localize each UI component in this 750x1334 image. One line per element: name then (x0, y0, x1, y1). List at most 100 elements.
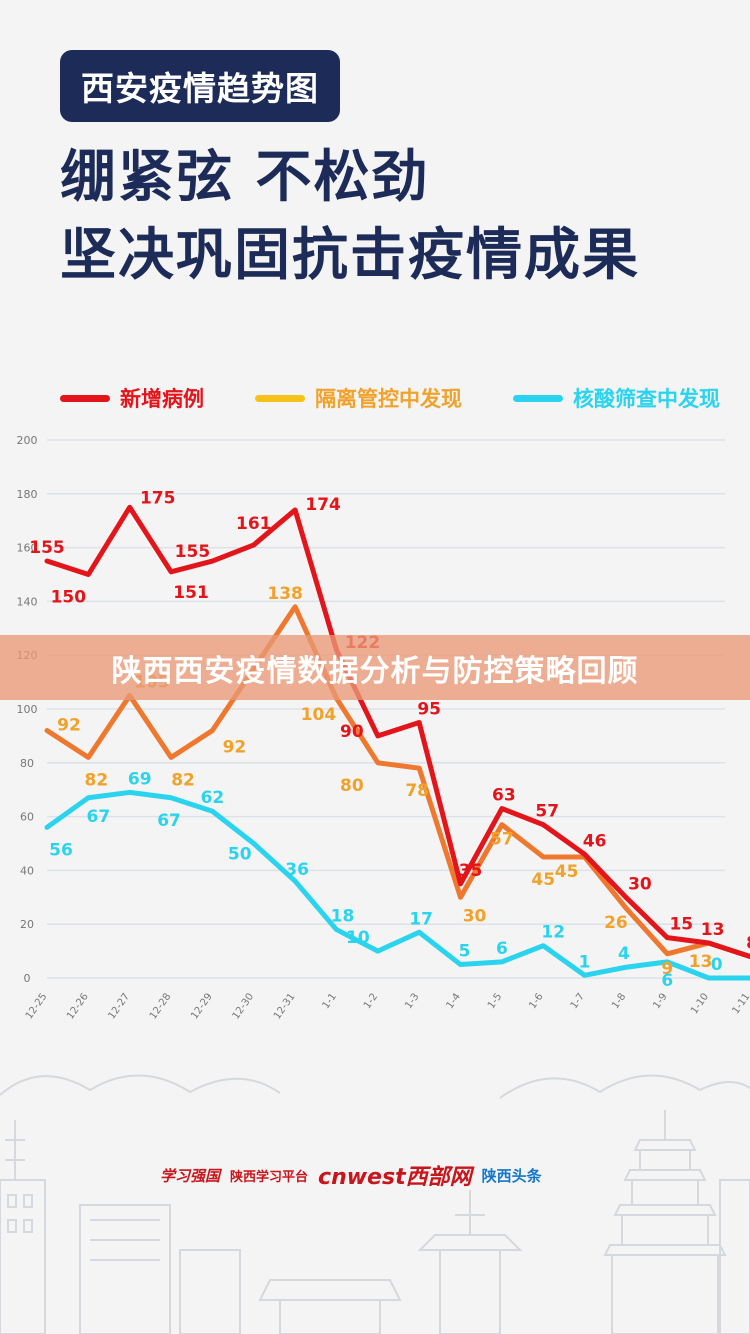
data-label: 67 (87, 807, 111, 827)
overlay-banner: 陕西西安疫情数据分析与防控策略回顾 (0, 635, 750, 700)
data-label: 63 (492, 786, 516, 806)
data-label: 46 (583, 831, 607, 851)
data-label: 56 (49, 840, 73, 860)
y-tick-label: 40 (20, 864, 34, 877)
x-tick-label: 1-7 (569, 991, 587, 1011)
data-label: 4 (618, 944, 630, 964)
data-label: 90 (340, 722, 364, 742)
chart-legend: 新增病例 隔离管控中发现 核酸筛查中发现 (60, 380, 720, 416)
x-tick-label: 1-4 (445, 991, 463, 1011)
data-label: 45 (555, 862, 579, 882)
data-label: 67 (157, 811, 181, 831)
legend-swatch-new-cases (60, 394, 110, 402)
legend-swatch-quarantine (255, 394, 305, 402)
y-tick-label: 100 (17, 703, 38, 716)
y-tick-label: 180 (17, 488, 38, 501)
y-tick-label: 200 (17, 434, 38, 447)
series-line-0 (44, 504, 750, 959)
legend-item-quarantine: 隔离管控中发现 (255, 383, 462, 413)
data-label: 8 (746, 933, 750, 953)
x-tick-label: 1-9 (651, 991, 669, 1011)
y-tick-label: 60 (20, 811, 34, 824)
data-label: 1 (579, 952, 591, 972)
data-label: 36 (285, 860, 309, 880)
data-label: 78 (405, 781, 429, 801)
source-xuexi-qiangguo: 学习强国 (160, 1166, 221, 1185)
x-tick-label: 12-29 (189, 991, 215, 1021)
data-label: 138 (267, 584, 303, 604)
data-label: 6 (661, 971, 673, 991)
data-label: 174 (305, 495, 341, 515)
x-tick-label: 1-6 (527, 991, 545, 1011)
data-label: 69 (128, 769, 152, 789)
data-label: 10 (346, 928, 370, 948)
data-label: 57 (535, 802, 559, 822)
data-label: 155 (29, 538, 65, 558)
y-tick-label: 20 (20, 918, 34, 931)
data-label: 92 (223, 738, 247, 758)
legend-item-new-cases: 新增病例 (60, 383, 204, 413)
data-label: 26 (604, 913, 628, 933)
data-label: 9 (661, 959, 673, 979)
data-label: 15 (669, 915, 693, 935)
x-tick-label: 1-8 (610, 991, 628, 1011)
title-badge: 西安疫情趋势图 (60, 50, 340, 122)
data-label: 35 (459, 861, 483, 881)
data-label: 92 (57, 716, 81, 736)
data-label: 18 (331, 907, 355, 927)
data-label: 161 (236, 514, 272, 534)
data-label: 57 (490, 830, 514, 850)
headline-line-1: 绷紧弦 不松劲 (60, 145, 430, 210)
x-tick-label: 1-10 (689, 991, 711, 1016)
x-tick-label: 1-1 (321, 991, 339, 1011)
series-line-2 (44, 789, 750, 981)
data-label: 5 (459, 942, 471, 962)
data-label: 45 (531, 870, 555, 890)
legend-swatch-screening (513, 394, 563, 402)
x-tick-label: 12-26 (65, 991, 91, 1021)
headline-line-2: 坚决巩固抗击疫情成果 (60, 223, 640, 288)
x-tick-label: 12-25 (24, 991, 50, 1021)
x-tick-label: 12-27 (106, 991, 132, 1021)
source-shaanxi-toutiao: 陕西头条 (481, 1166, 542, 1185)
x-tick-label: 12-28 (148, 991, 174, 1021)
data-label: 95 (417, 699, 441, 719)
data-label: 50 (228, 845, 252, 865)
data-label: 62 (201, 788, 225, 808)
x-tick-label: 1-2 (362, 991, 380, 1011)
media-sources: 学习强国 陕西学习平台 cnwest西部网 陕西头条 (160, 1160, 590, 1190)
trend-line-chart: 02040608010012014016018020012-2512-2612-… (17, 434, 750, 1022)
source-shaanxi-study-platform: 陕西学习平台 (230, 1169, 309, 1185)
x-tick-label: 1-3 (403, 991, 421, 1011)
data-label: 0 (711, 955, 723, 975)
data-label: 17 (409, 909, 433, 929)
data-label: 175 (140, 488, 176, 508)
legend-label-quarantine: 隔离管控中发现 (315, 387, 462, 411)
data-label: 82 (171, 770, 195, 790)
data-label: 82 (85, 770, 109, 790)
xian-skyline-illustration (0, 1074, 750, 1334)
y-tick-label: 140 (17, 595, 38, 608)
x-tick-label: 12-31 (272, 991, 298, 1021)
y-tick-label: 0 (24, 972, 31, 985)
data-label: 13 (689, 952, 713, 972)
legend-label-screening: 核酸筛查中发现 (573, 387, 720, 411)
x-tick-label: 1-11 (730, 991, 750, 1016)
series-line-1 (44, 604, 750, 959)
data-label: 150 (51, 588, 87, 608)
legend-item-screening: 核酸筛查中发现 (513, 383, 720, 413)
data-label: 6 (496, 939, 508, 959)
source-cnwest: cnwest西部网 (318, 1165, 472, 1190)
data-label: 80 (340, 776, 364, 796)
data-label: 151 (173, 583, 209, 603)
data-label: 104 (301, 705, 337, 725)
legend-label-new-cases: 新增病例 (120, 387, 204, 411)
data-label: 12 (541, 923, 565, 943)
data-label: 30 (628, 874, 652, 894)
data-label: 13 (701, 920, 725, 940)
y-tick-label: 80 (20, 757, 34, 770)
x-tick-label: 1-5 (486, 991, 504, 1011)
y-tick-label: 160 (17, 542, 38, 555)
data-label: 30 (463, 906, 487, 926)
data-label: 155 (175, 542, 211, 562)
